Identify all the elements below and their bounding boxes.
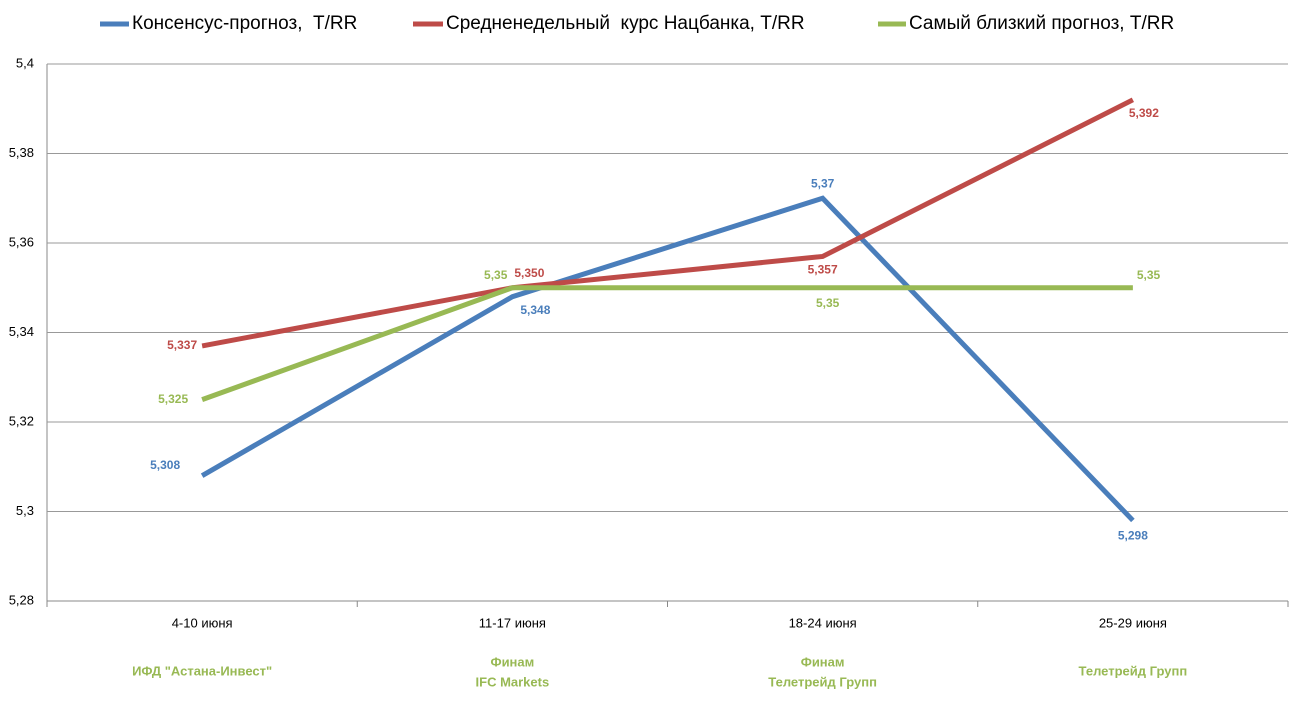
data-label: 5,392 — [1129, 106, 1159, 120]
data-label: 5,357 — [808, 263, 838, 277]
series-line — [201, 97, 1135, 349]
winner-label: ИФД "Астана-Инвест" — [132, 663, 272, 678]
data-label: 5,37 — [811, 176, 835, 190]
y-tick-label: 5,38 — [9, 145, 34, 160]
x-tick-label: 18-24 июня — [789, 615, 857, 630]
data-label: 5,325 — [158, 392, 188, 406]
legend-label: Средненедельный курс Нацбанка, T/RR — [446, 13, 805, 34]
data-label: 5,337 — [167, 338, 197, 352]
x-tick-label: 25-29 июня — [1099, 615, 1167, 630]
data-label: 5,350 — [514, 266, 544, 280]
winner-label: Финам — [801, 654, 845, 669]
y-tick-label: 5,28 — [9, 592, 34, 607]
winner-label: Телетрейд Групп — [1079, 663, 1188, 678]
winner-label: Телетрейд Групп — [768, 674, 877, 689]
y-tick-label: 5,36 — [9, 234, 34, 249]
y-tick-label: 5,32 — [9, 413, 34, 428]
x-tick-label: 11-17 июня — [479, 615, 546, 630]
y-tick-label: 5,34 — [9, 324, 34, 339]
series-line — [200, 195, 1135, 523]
legend-label: Самый близкий прогноз, T/RR — [909, 13, 1174, 34]
winner-label: Финам — [490, 654, 534, 669]
series-line — [201, 285, 1133, 402]
legend-label: Консенсус-прогноз, T/RR — [132, 13, 357, 34]
data-label: 5,308 — [150, 458, 180, 472]
data-label: 5,35 — [816, 296, 840, 310]
data-label: 5,298 — [1118, 529, 1148, 543]
data-label: 5,35 — [1137, 268, 1161, 282]
x-tick-label: 4-10 июня — [172, 615, 233, 630]
winner-label: IFC Markets — [476, 674, 550, 689]
data-label: 5,348 — [520, 303, 550, 317]
data-label: 5,35 — [484, 268, 508, 282]
y-tick-label: 5,4 — [16, 55, 34, 70]
y-tick-label: 5,3 — [16, 503, 34, 518]
